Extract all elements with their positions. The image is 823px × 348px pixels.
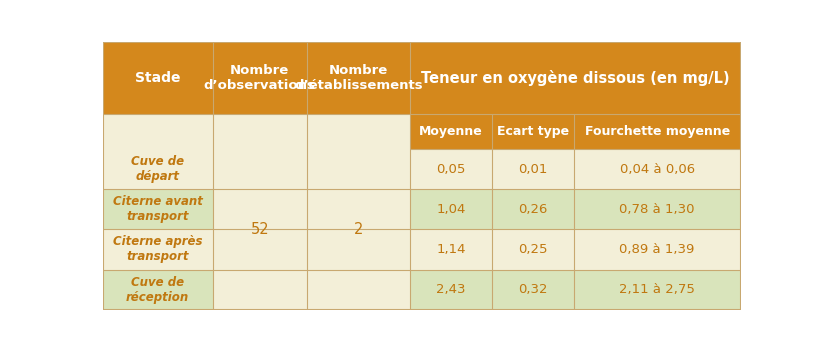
Text: 2: 2 — [354, 222, 363, 237]
Text: Cuve de
réception: Cuve de réception — [126, 276, 189, 303]
Text: Citerne après
transport: Citerne après transport — [113, 236, 202, 263]
FancyBboxPatch shape — [574, 149, 741, 189]
Text: 1,14: 1,14 — [436, 243, 466, 256]
Text: Ecart type: Ecart type — [497, 125, 569, 138]
Text: Nombre
d’établissements: Nombre d’établissements — [295, 64, 423, 92]
Text: 0,78 à 1,30: 0,78 à 1,30 — [620, 203, 695, 216]
Text: 0,32: 0,32 — [518, 283, 547, 296]
Text: 1,04: 1,04 — [436, 203, 466, 216]
Text: 0,04 à 0,06: 0,04 à 0,06 — [620, 163, 695, 175]
FancyBboxPatch shape — [103, 42, 741, 114]
Text: 0,26: 0,26 — [518, 203, 547, 216]
Text: Teneur en oxygène dissous (en mg/L): Teneur en oxygène dissous (en mg/L) — [421, 70, 730, 86]
FancyBboxPatch shape — [492, 149, 574, 189]
FancyBboxPatch shape — [411, 229, 492, 269]
FancyBboxPatch shape — [212, 189, 411, 229]
Text: Fourchette moyenne: Fourchette moyenne — [584, 125, 730, 138]
FancyBboxPatch shape — [212, 269, 411, 310]
FancyBboxPatch shape — [574, 229, 741, 269]
FancyBboxPatch shape — [411, 114, 741, 149]
FancyBboxPatch shape — [103, 189, 212, 229]
Text: Citerne avant
transport: Citerne avant transport — [113, 195, 202, 223]
FancyBboxPatch shape — [492, 269, 574, 310]
Text: Moyenne: Moyenne — [419, 125, 483, 138]
FancyBboxPatch shape — [103, 229, 212, 269]
FancyBboxPatch shape — [411, 189, 492, 229]
Text: 2,11 à 2,75: 2,11 à 2,75 — [619, 283, 695, 296]
FancyBboxPatch shape — [103, 149, 212, 189]
Text: Cuve de
départ: Cuve de départ — [131, 155, 184, 183]
Text: 52: 52 — [250, 222, 269, 237]
FancyBboxPatch shape — [411, 149, 492, 189]
FancyBboxPatch shape — [212, 149, 411, 189]
FancyBboxPatch shape — [103, 269, 212, 310]
Text: Nombre
d’observations: Nombre d’observations — [204, 64, 316, 92]
FancyBboxPatch shape — [492, 189, 574, 229]
Text: 0,05: 0,05 — [436, 163, 466, 175]
FancyBboxPatch shape — [574, 269, 741, 310]
FancyBboxPatch shape — [574, 189, 741, 229]
Text: 0,25: 0,25 — [518, 243, 547, 256]
FancyBboxPatch shape — [212, 229, 411, 269]
Text: 0,01: 0,01 — [518, 163, 547, 175]
FancyBboxPatch shape — [411, 269, 492, 310]
Text: 0,89 à 1,39: 0,89 à 1,39 — [620, 243, 695, 256]
FancyBboxPatch shape — [103, 42, 741, 310]
Text: 2,43: 2,43 — [436, 283, 466, 296]
FancyBboxPatch shape — [492, 229, 574, 269]
Text: Stade: Stade — [135, 71, 180, 85]
